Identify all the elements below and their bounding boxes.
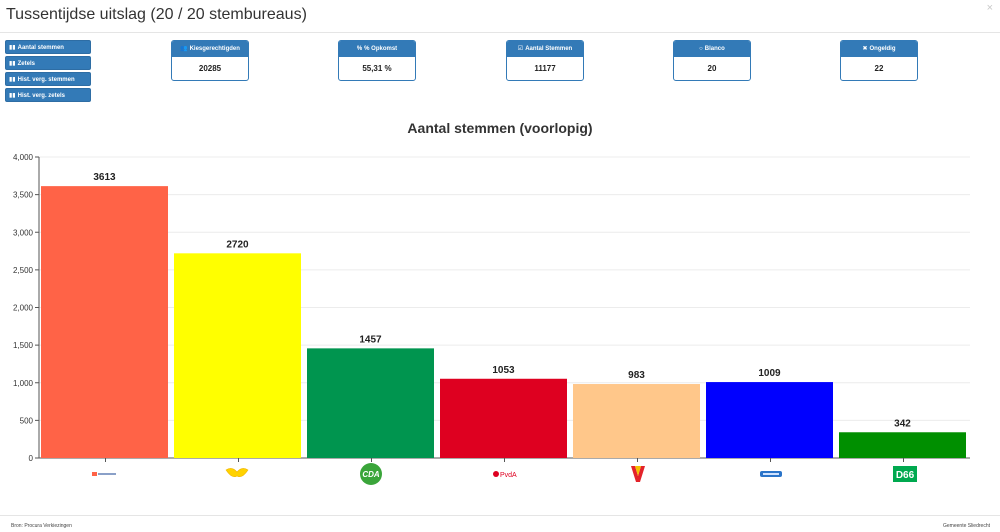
button-label: Hist. verg. stemmen xyxy=(17,77,75,83)
hist-verg-stemmen-button[interactable]: ▮▮ Hist. verg. stemmen xyxy=(5,72,91,86)
data-label: 983 xyxy=(628,370,645,381)
bar-chart: 05001,0001,5002,0002,5003,0003,5004,000 … xyxy=(13,153,970,485)
logo-text: PvdA xyxy=(500,472,517,479)
hist-verg-zetels-button[interactable]: ▮▮ Hist. verg. zetels xyxy=(5,88,91,102)
logo-swoosh xyxy=(225,468,249,478)
page-title: Tussentijdse uitslag (20 / 20 stembureau… xyxy=(6,6,307,23)
data-label: 1053 xyxy=(492,365,515,376)
stat-value: 22 xyxy=(874,64,884,73)
stat-blanco: ○ Blanco 20 xyxy=(673,40,751,81)
header-divider xyxy=(0,32,1000,33)
y-tick-label: 4,000 xyxy=(13,153,34,162)
logo-letter-v-shadow xyxy=(635,466,641,476)
bar-party-logo-1 xyxy=(41,186,168,458)
logo-circle xyxy=(360,463,382,485)
users-icon: 👥 xyxy=(180,46,188,52)
logo-rose xyxy=(493,471,499,477)
bar-chart-icon: ▮▮ xyxy=(9,77,16,83)
pvda-logo: PvdA xyxy=(493,471,517,479)
check-square-icon: ☑ xyxy=(517,46,524,52)
times-icon: ✖ xyxy=(862,46,868,52)
stat-ongeldig: ✖ Ongeldig 22 xyxy=(840,40,918,81)
y-tick-label: 1,500 xyxy=(13,341,34,350)
stat-value: 11177 xyxy=(534,64,556,73)
logo-text-line xyxy=(763,473,779,475)
footer-source: Bron: Procura Verkiezingen xyxy=(11,523,72,529)
stat-aantal-stemmen: ☑ Aantal Stemmen 11177 xyxy=(506,40,584,81)
stat-label: % Opkomst xyxy=(364,46,398,52)
data-label: 2720 xyxy=(226,239,249,250)
stat-header: %% Opkomst xyxy=(339,41,415,57)
logo-text: D66 xyxy=(896,470,915,481)
data-label: 1457 xyxy=(359,334,382,345)
bar-chart-icon: ▮▮ xyxy=(9,61,16,67)
party-logo-5 xyxy=(631,466,645,482)
button-label: Zetels xyxy=(17,61,35,67)
button-label: Aantal stemmen xyxy=(17,45,64,51)
bar-PvdA xyxy=(440,378,567,458)
close-icon[interactable]: × xyxy=(986,2,993,14)
data-label: 342 xyxy=(894,418,911,429)
d66-logo: D66 xyxy=(893,466,917,482)
stat-label: Kiesgerechtigden xyxy=(189,46,240,52)
logo-text-line xyxy=(98,473,116,475)
logo-letter-v xyxy=(631,466,645,482)
y-tick-label: 500 xyxy=(20,416,34,425)
bar-chart-icon: ▮▮ xyxy=(9,93,16,99)
bar-CDA xyxy=(307,348,434,458)
y-tick-label: 3,000 xyxy=(13,228,34,237)
y-tick-label: 2,500 xyxy=(13,266,34,275)
stat-header: ✖ Ongeldig xyxy=(841,41,917,57)
footer-owner: Gemeente Sliedrecht xyxy=(943,523,990,529)
chart-title: Aantal stemmen (voorlopig) xyxy=(407,120,593,136)
zetels-button[interactable]: ▮▮ Zetels xyxy=(5,56,91,70)
circle-icon: ○ xyxy=(699,46,703,52)
stat-header: ☑ Aantal Stemmen xyxy=(507,41,583,57)
stat-header: ○ Blanco xyxy=(674,41,750,57)
footer-divider xyxy=(0,515,1000,516)
bar-chart-icon: ▮▮ xyxy=(9,45,16,51)
aantal-stemmen-button[interactable]: ▮▮ Aantal stemmen xyxy=(5,40,91,54)
stat-label: Aantal Stemmen xyxy=(525,46,573,52)
cda-logo: CDA xyxy=(360,463,382,485)
percent-icon: % xyxy=(356,46,363,52)
stat-opkomst: %% Opkomst 55,31 % xyxy=(338,40,416,81)
y-tick-label: 3,500 xyxy=(13,191,34,200)
bar-D66 xyxy=(839,432,966,458)
stat-header: 👥 Kiesgerechtigden xyxy=(172,41,248,57)
logo-box xyxy=(893,466,917,482)
party-logo-2 xyxy=(225,468,249,478)
stat-label: Ongeldig xyxy=(869,46,896,52)
bar-party-logo-2 xyxy=(174,253,301,458)
y-tick-label: 1,000 xyxy=(13,379,34,388)
button-label: Hist. verg. zetels xyxy=(17,93,65,99)
stat-kiesgerechtigden: 👥 Kiesgerechtigden 20285 xyxy=(171,40,249,81)
stat-value: 55,31 % xyxy=(362,64,392,73)
stat-label: Blanco xyxy=(704,46,725,52)
data-label: 3613 xyxy=(93,172,116,183)
stat-value: 20 xyxy=(707,64,717,73)
y-tick-label: 0 xyxy=(29,454,34,463)
party-logo-6 xyxy=(760,471,782,477)
party-logo-1 xyxy=(92,472,116,476)
data-label: 1009 xyxy=(758,368,781,379)
bar-party-logo-6 xyxy=(706,382,833,458)
logo-text: CDA xyxy=(362,470,380,479)
logo-mark xyxy=(92,472,97,476)
y-tick-label: 2,000 xyxy=(13,304,34,313)
bar-party-logo-5 xyxy=(573,384,700,458)
stat-value: 20285 xyxy=(198,64,222,73)
